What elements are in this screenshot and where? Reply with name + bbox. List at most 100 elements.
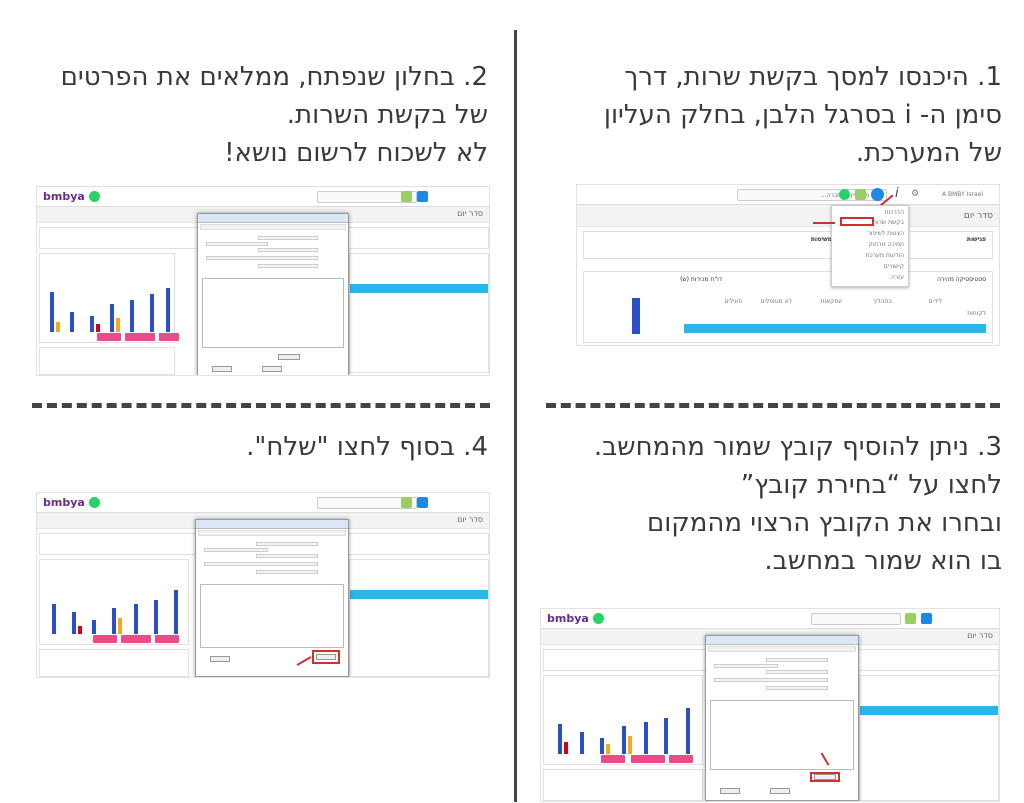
vertical-divider bbox=[514, 30, 517, 802]
pink-button[interactable] bbox=[601, 755, 625, 763]
plus-icon bbox=[417, 191, 428, 202]
send-button[interactable] bbox=[262, 366, 282, 372]
popup-field[interactable] bbox=[204, 562, 318, 566]
popup-field[interactable] bbox=[766, 670, 828, 674]
menu-item-system-messages[interactable]: הודעות מערכת bbox=[865, 252, 904, 259]
chart-panel bbox=[543, 675, 703, 765]
menu-item-links[interactable]: קישורים bbox=[883, 263, 904, 270]
cancel-button[interactable] bbox=[210, 656, 230, 662]
file-button[interactable] bbox=[814, 774, 836, 780]
menu-item-suggestions[interactable]: הצעות לשיפור bbox=[867, 230, 905, 237]
topbar: חפש מתעניין או חברה... i ⚙ A BMBY Israel bbox=[577, 185, 999, 205]
popup-url-bar bbox=[200, 224, 346, 230]
screenshot-step-3: bmbya סדר יום bbox=[540, 608, 1000, 802]
screenshot-step-1: חפש מתעניין או חברה... i ⚙ A BMBY Israel… bbox=[576, 184, 1000, 346]
bottom-panel bbox=[39, 347, 175, 375]
menu-item-service-request[interactable]: בקשת שרות bbox=[872, 219, 904, 226]
chart-panel bbox=[39, 253, 175, 343]
step-3-line-4: בו הוא שמור במחשב. bbox=[764, 546, 1002, 576]
step-2-text: 2. בחלון שנפתח, ממלאים את הפרטים של בקשת… bbox=[61, 58, 488, 172]
popup-field[interactable] bbox=[204, 548, 268, 552]
popup-titlebar bbox=[706, 636, 858, 645]
subject-select[interactable] bbox=[766, 686, 828, 690]
dashed-divider-left bbox=[32, 403, 490, 408]
step-2-line-3: לא לשכוח לרשום נושא! bbox=[224, 138, 488, 168]
table-header bbox=[860, 706, 998, 715]
description-textarea[interactable] bbox=[710, 700, 854, 770]
popup-field[interactable] bbox=[766, 658, 828, 662]
pink-button[interactable] bbox=[159, 333, 179, 341]
menu-item-help[interactable]: עזרה bbox=[890, 274, 904, 281]
col-leads: לידים bbox=[928, 298, 942, 305]
description-textarea[interactable] bbox=[200, 584, 344, 648]
chart-bar bbox=[664, 718, 668, 754]
col-active: פעילים bbox=[724, 298, 742, 305]
tools-icon bbox=[855, 189, 866, 200]
info-icon: i bbox=[895, 186, 899, 201]
pink-button[interactable] bbox=[155, 635, 179, 643]
chart-bar bbox=[116, 318, 120, 332]
menu-item-trainings[interactable]: הדרכות bbox=[884, 209, 904, 216]
chart-panel bbox=[39, 559, 189, 645]
step-1-line-2: סימן ה- i בסרגל הלבן, בחלק העליון bbox=[603, 100, 1002, 130]
service-request-popup bbox=[705, 635, 859, 801]
search-input bbox=[811, 613, 901, 625]
pink-button[interactable] bbox=[669, 755, 693, 763]
popup-field[interactable] bbox=[206, 242, 268, 246]
page-title: סדר יום bbox=[967, 631, 993, 640]
tasks-title: משימות bbox=[810, 236, 832, 243]
cancel-button[interactable] bbox=[212, 366, 232, 372]
meetings-panel: פגישות משימות bbox=[583, 231, 993, 259]
chart-bar bbox=[622, 726, 626, 754]
report-title: דו"ח מכירות (ש) bbox=[680, 276, 722, 283]
table-header bbox=[350, 590, 488, 599]
popup-field[interactable] bbox=[258, 248, 318, 252]
red-arrow-icon bbox=[296, 656, 312, 666]
chart-bar bbox=[72, 612, 76, 634]
step-2-line-1: 2. בחלון שנפתח, ממלאים את הפרטים bbox=[60, 62, 488, 92]
pink-button[interactable] bbox=[97, 333, 121, 341]
step-3-line-2: לחצו על “בחירת קובץ” bbox=[740, 470, 1002, 500]
cancel-button[interactable] bbox=[720, 788, 740, 794]
step-2-line-2: של בקשת השרות. bbox=[286, 100, 488, 130]
screenshot-step-4: bmbya סדר יום bbox=[36, 492, 490, 678]
menu-item-remote-support[interactable]: תמיכה מרחוק bbox=[868, 241, 904, 248]
popup-field[interactable] bbox=[714, 678, 828, 682]
chart-bar bbox=[96, 324, 100, 332]
table-header bbox=[684, 324, 986, 333]
popup-field[interactable] bbox=[258, 236, 318, 240]
chart-bar bbox=[600, 738, 604, 754]
popup-field[interactable] bbox=[206, 256, 318, 260]
popup-field[interactable] bbox=[256, 554, 318, 558]
chart-bar bbox=[606, 744, 610, 754]
chart-bar bbox=[580, 732, 584, 754]
pink-button[interactable] bbox=[93, 635, 117, 643]
pink-button[interactable] bbox=[121, 635, 151, 643]
tools-icon bbox=[401, 191, 412, 202]
subject-select[interactable] bbox=[256, 570, 318, 574]
pink-button[interactable] bbox=[631, 755, 665, 763]
popup-url-bar bbox=[198, 530, 346, 536]
chart-bar bbox=[50, 292, 54, 332]
pink-button[interactable] bbox=[125, 333, 155, 341]
whatsapp-icon bbox=[89, 497, 100, 508]
chart-bar bbox=[558, 724, 562, 754]
bmbya-logo: bmbya bbox=[547, 612, 589, 625]
send-button[interactable] bbox=[316, 654, 336, 660]
service-request-popup bbox=[195, 519, 349, 677]
meetings-title: פגישות bbox=[966, 236, 986, 243]
subject-select[interactable] bbox=[258, 264, 318, 268]
send-button[interactable] bbox=[770, 788, 790, 794]
red-highlight-box bbox=[312, 650, 340, 664]
description-textarea[interactable] bbox=[202, 278, 344, 348]
tools-icon bbox=[905, 613, 916, 624]
chart-bar bbox=[52, 604, 56, 634]
bmbya-logo: bmbya bbox=[43, 190, 85, 203]
chart-bar bbox=[644, 722, 648, 754]
popup-field[interactable] bbox=[256, 542, 318, 546]
popup-field[interactable] bbox=[714, 664, 778, 668]
topbar: bmbya bbox=[37, 493, 489, 513]
file-button[interactable] bbox=[278, 354, 300, 360]
stats-panel bbox=[349, 253, 489, 373]
screenshot-step-2: bmbya סדר יום bbox=[36, 186, 490, 376]
